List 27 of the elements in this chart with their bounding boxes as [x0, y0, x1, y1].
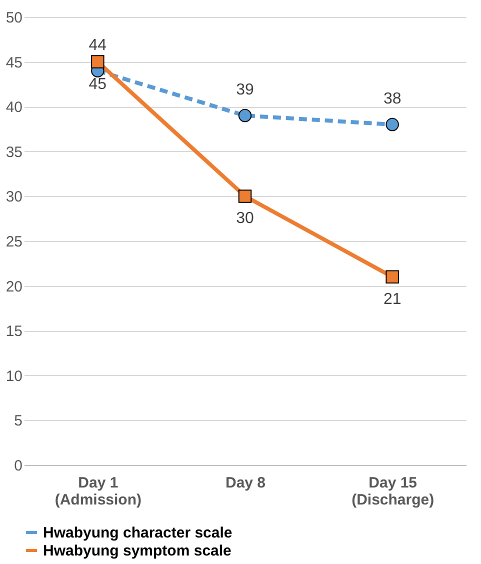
- y-tick-label: 40: [6, 99, 22, 116]
- y-tick-label: 45: [6, 54, 22, 72]
- data-label: 44: [88, 36, 107, 54]
- point: [238, 108, 252, 122]
- data-label: 30: [236, 210, 254, 228]
- data-label: 38: [383, 90, 402, 108]
- data-label: 45: [88, 76, 107, 93]
- point: [386, 118, 399, 132]
- y-tick-label: 50: [6, 10, 22, 26]
- x-tick-label: Day 15 (Discharge): [352, 474, 434, 508]
- point: [91, 55, 104, 68]
- y-tick-label: 35: [6, 144, 22, 161]
- y-tick-label: 15: [6, 323, 22, 340]
- data-label: 39: [236, 82, 254, 99]
- data-label: 21: [383, 290, 402, 308]
- x-tick-label: Day 8: [225, 474, 266, 492]
- point: [386, 270, 399, 284]
- legend-label: Hwabyung symptom scale: [43, 542, 232, 560]
- y-tick-label: 5: [14, 412, 22, 430]
- y-tick-label: 10: [6, 368, 22, 385]
- y-tick-label: 30: [6, 188, 22, 206]
- legend-label: Hwabyung character scale: [43, 524, 232, 542]
- x-tick-label: Day 1 (Admission): [54, 474, 142, 508]
- point: [238, 190, 252, 203]
- y-tick-label: 0: [14, 458, 22, 474]
- y-tick-label: 20: [6, 278, 22, 296]
- y-tick-label: 25: [6, 234, 22, 250]
